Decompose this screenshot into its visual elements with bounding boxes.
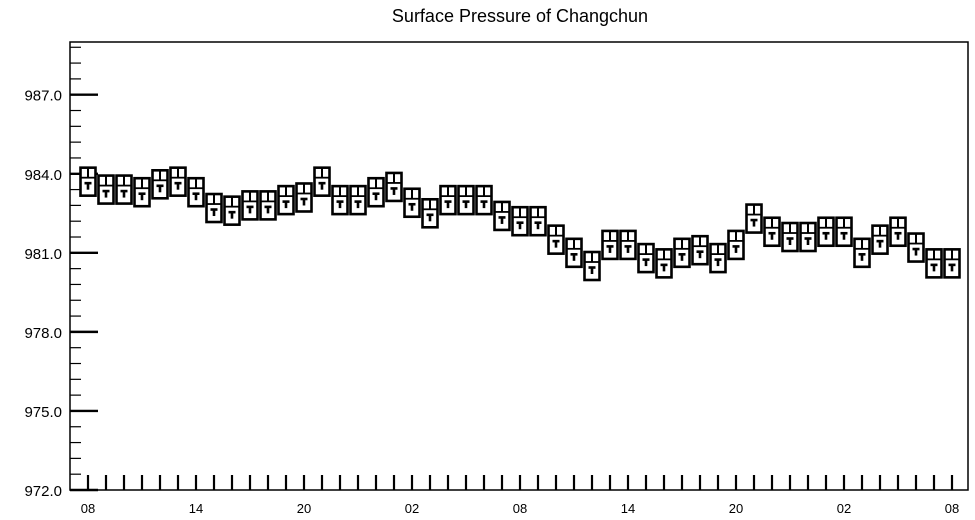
data-point (691, 234, 709, 266)
x-tick-label: 08 (513, 501, 527, 516)
y-tick-label: 987.0 (24, 88, 62, 105)
y-axis: 972.0 975.0 978.0 981.0 984.0 987.0 (24, 46, 98, 500)
y-tick-label: 972.0 (24, 483, 62, 500)
y-tick-label: 978.0 (24, 325, 62, 342)
x-tick-label: 08 (81, 501, 95, 516)
data-point (943, 248, 961, 279)
data-point (727, 229, 745, 261)
data-point (79, 166, 97, 197)
data-point (331, 184, 349, 216)
data-point (385, 171, 403, 203)
data-point (511, 205, 529, 237)
data-point (529, 205, 547, 237)
data-point (799, 221, 817, 253)
data-point (97, 174, 115, 205)
y-tick-label: 984.0 (24, 167, 62, 184)
data-point (205, 192, 223, 224)
data-point (817, 216, 835, 248)
x-tick-label: 20 (297, 501, 311, 516)
data-point (187, 176, 205, 208)
plot-frame (69, 41, 969, 491)
data-point (151, 169, 169, 200)
data-point (259, 190, 277, 221)
data-point (277, 184, 295, 216)
data-point (889, 216, 907, 248)
data-point (565, 237, 583, 269)
data-point (475, 184, 493, 216)
data-point (637, 242, 655, 274)
x-tick-label: 14 (621, 501, 635, 516)
data-point (349, 184, 367, 216)
data-point (655, 248, 673, 279)
data-point (619, 229, 637, 261)
data-point (313, 166, 331, 197)
data-point (835, 216, 853, 248)
x-tick-label: 08 (945, 501, 959, 516)
data-point (133, 176, 151, 208)
data-point (745, 203, 763, 234)
data-point (907, 232, 925, 263)
data-point (547, 224, 565, 255)
data-point (781, 221, 799, 253)
data-point (871, 224, 889, 255)
data-point (223, 195, 241, 226)
data-point (457, 184, 475, 216)
data-point (709, 242, 727, 274)
x-tick-label: 02 (837, 501, 851, 516)
x-tick-label: 20 (729, 501, 743, 516)
data-point (853, 237, 871, 269)
data-point (169, 166, 187, 197)
x-tick-label: 02 (405, 501, 419, 516)
data-point (673, 237, 691, 269)
data-point (925, 248, 943, 279)
data-point (583, 250, 601, 282)
data-point (115, 174, 133, 205)
x-axis: 08 14 20 02 08 14 20 02 08 (81, 475, 959, 516)
data-point (439, 184, 457, 216)
data-point (763, 216, 781, 248)
data-point (367, 176, 385, 208)
x-tick-label: 14 (189, 501, 203, 516)
y-tick-label: 975.0 (24, 404, 62, 421)
data-point (493, 200, 511, 232)
y-tick-label: 981.0 (24, 246, 62, 263)
data-point (601, 229, 619, 261)
data-series (79, 166, 961, 282)
data-point (295, 182, 313, 213)
data-point (403, 187, 421, 219)
data-point (241, 190, 259, 221)
chart-title: Surface Pressure of Changchun (392, 6, 648, 26)
data-point (421, 197, 439, 229)
